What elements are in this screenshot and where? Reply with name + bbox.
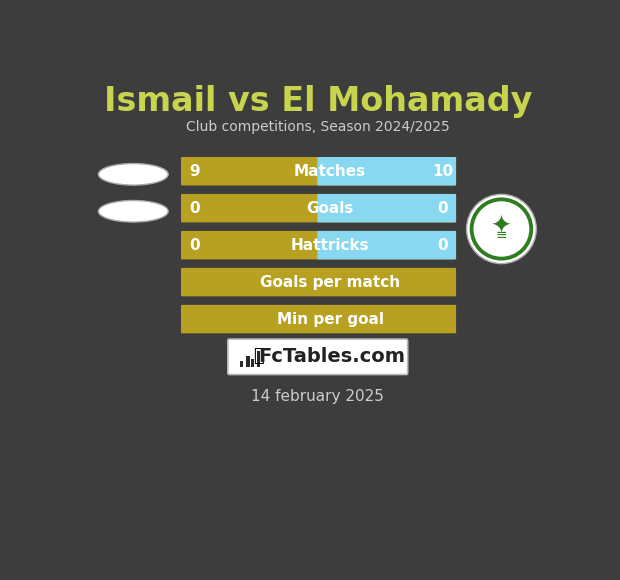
Circle shape <box>470 197 533 260</box>
Circle shape <box>467 194 536 264</box>
FancyBboxPatch shape <box>317 157 456 186</box>
Bar <box>257 351 260 367</box>
Text: 0: 0 <box>189 238 200 253</box>
Bar <box>246 356 249 367</box>
Text: Club competitions, Season 2024/2025: Club competitions, Season 2024/2025 <box>186 119 450 133</box>
Bar <box>319 160 454 183</box>
Ellipse shape <box>99 164 168 185</box>
Bar <box>319 160 455 183</box>
Bar <box>251 359 254 367</box>
Text: Ismail vs El Mohamady: Ismail vs El Mohamady <box>104 85 532 118</box>
Bar <box>319 233 454 257</box>
Text: 0: 0 <box>437 201 448 216</box>
FancyBboxPatch shape <box>181 231 456 259</box>
Ellipse shape <box>99 201 168 222</box>
FancyBboxPatch shape <box>181 268 456 296</box>
FancyBboxPatch shape <box>317 231 456 259</box>
Text: FcTables.com: FcTables.com <box>258 347 405 367</box>
FancyBboxPatch shape <box>181 194 456 223</box>
Text: 10: 10 <box>432 164 453 179</box>
Bar <box>184 270 454 294</box>
Text: ✦: ✦ <box>491 215 512 239</box>
Text: 9: 9 <box>189 164 200 179</box>
Bar <box>184 160 319 183</box>
Bar <box>184 196 319 220</box>
Text: ≡: ≡ <box>495 228 507 242</box>
Text: Goals: Goals <box>306 201 354 216</box>
Text: Goals per match: Goals per match <box>260 274 401 289</box>
Text: Matches: Matches <box>294 164 366 179</box>
Bar <box>184 233 319 257</box>
Bar <box>241 361 243 367</box>
Text: 14 february 2025: 14 february 2025 <box>251 389 384 404</box>
Bar <box>319 196 454 220</box>
FancyBboxPatch shape <box>317 194 456 223</box>
Text: 0: 0 <box>437 238 448 253</box>
Bar <box>319 196 455 220</box>
Bar <box>184 307 454 331</box>
Text: 📊: 📊 <box>254 347 264 365</box>
FancyBboxPatch shape <box>228 339 408 375</box>
Text: Min per goal: Min per goal <box>277 311 384 327</box>
Text: Hattricks: Hattricks <box>291 238 370 253</box>
Circle shape <box>474 201 529 257</box>
Text: 0: 0 <box>189 201 200 216</box>
FancyBboxPatch shape <box>181 305 456 334</box>
FancyBboxPatch shape <box>181 157 456 186</box>
Bar <box>319 233 455 257</box>
